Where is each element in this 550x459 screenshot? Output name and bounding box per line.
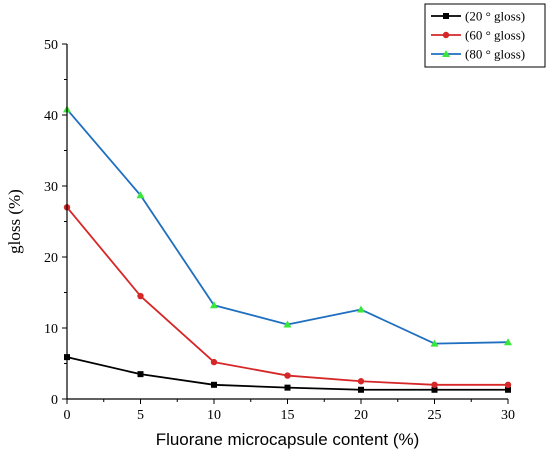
x-tick-label: 10 (207, 408, 221, 423)
data-point (137, 371, 144, 378)
legend-marker (442, 31, 450, 39)
series-line (66, 206, 508, 386)
data-point (357, 305, 365, 313)
y-tick-label: 20 (44, 251, 58, 266)
data-point (210, 358, 218, 366)
y-tick-label: 10 (44, 322, 58, 337)
data-point (136, 191, 145, 199)
series-2 (63, 204, 512, 388)
legend-label: (20 ° gloss) (465, 9, 525, 24)
data-point (504, 381, 512, 388)
x-axis-label: Fluorane microcapsule content (%) (156, 430, 420, 449)
x-tick-label: 0 (64, 408, 71, 423)
x-tick-label: 5 (137, 408, 144, 423)
data-point (210, 301, 218, 309)
data-point (211, 381, 217, 388)
legend-label: (60 ° gloss) (465, 28, 525, 43)
legend-label: (80 ° gloss) (465, 47, 525, 62)
axes: 0 5 10 15 20 25 30 0 10 20 30 40 50 (44, 38, 515, 423)
data-point (284, 384, 291, 391)
x-tick-label: 15 (281, 408, 295, 423)
y-tick-label: 0 (51, 393, 58, 408)
series-line (66, 108, 509, 345)
data-point (284, 372, 291, 379)
x-tick-label: 30 (501, 408, 515, 423)
x-tick-label: 20 (354, 408, 368, 423)
legend-marker (442, 50, 450, 57)
y-tick-label: 50 (44, 38, 58, 53)
legend: (20 ° gloss) (60 ° gloss) (80 ° gloss) (424, 3, 546, 68)
y-tick-label: 40 (44, 109, 58, 124)
data-point (505, 386, 511, 393)
legend-marker (443, 13, 449, 19)
x-tick-label: 25 (428, 408, 442, 423)
y-axis-label: gloss (%) (5, 189, 24, 254)
plot-area (63, 105, 512, 393)
data-point (504, 338, 512, 346)
data-point (357, 378, 365, 385)
data-point (431, 386, 438, 393)
data-point (431, 381, 438, 388)
data-point (358, 386, 364, 393)
y-tick-label: 30 (44, 180, 58, 195)
data-point (283, 320, 292, 328)
series-3 (63, 105, 512, 347)
data-point (137, 292, 144, 300)
data-point (430, 339, 439, 347)
